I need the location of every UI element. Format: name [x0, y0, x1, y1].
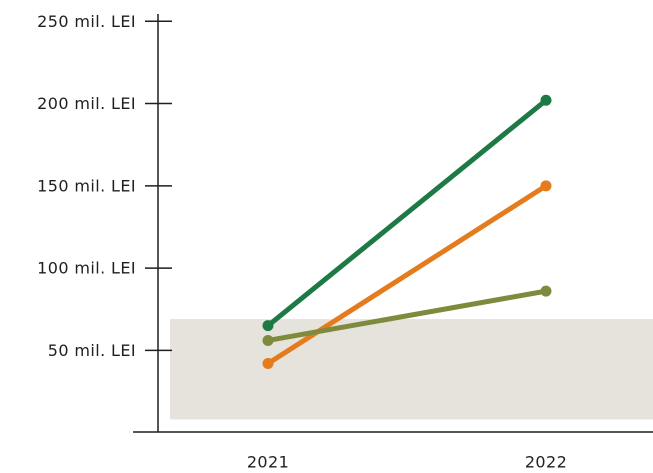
data-point — [262, 334, 274, 346]
data-point — [540, 94, 552, 106]
y-tick-label: 50 mil. LEI — [48, 341, 136, 360]
data-point — [262, 320, 274, 332]
x-tick-label: 2022 — [525, 453, 567, 472]
y-tick-label: 200 mil. LEI — [37, 94, 136, 113]
y-tick-label: 150 mil. LEI — [37, 176, 136, 195]
series-line — [265, 97, 549, 329]
data-point — [262, 358, 274, 370]
x-tick-label: 2021 — [247, 453, 289, 472]
y-tick-label: 250 mil. LEI — [37, 12, 136, 31]
y-tick-label: 100 mil. LEI — [37, 259, 136, 278]
series-1 — [262, 94, 552, 332]
data-point — [540, 285, 552, 297]
series-group — [262, 94, 552, 370]
shaded-band — [170, 319, 653, 420]
data-point — [540, 180, 552, 192]
x-axis: 2021 2022 — [133, 431, 653, 472]
series-3 — [262, 285, 552, 346]
series-line — [265, 288, 549, 343]
y-axis: 50 mil. LEI 100 mil. LEI 150 mil. LEI 200 m… — [37, 12, 172, 432]
